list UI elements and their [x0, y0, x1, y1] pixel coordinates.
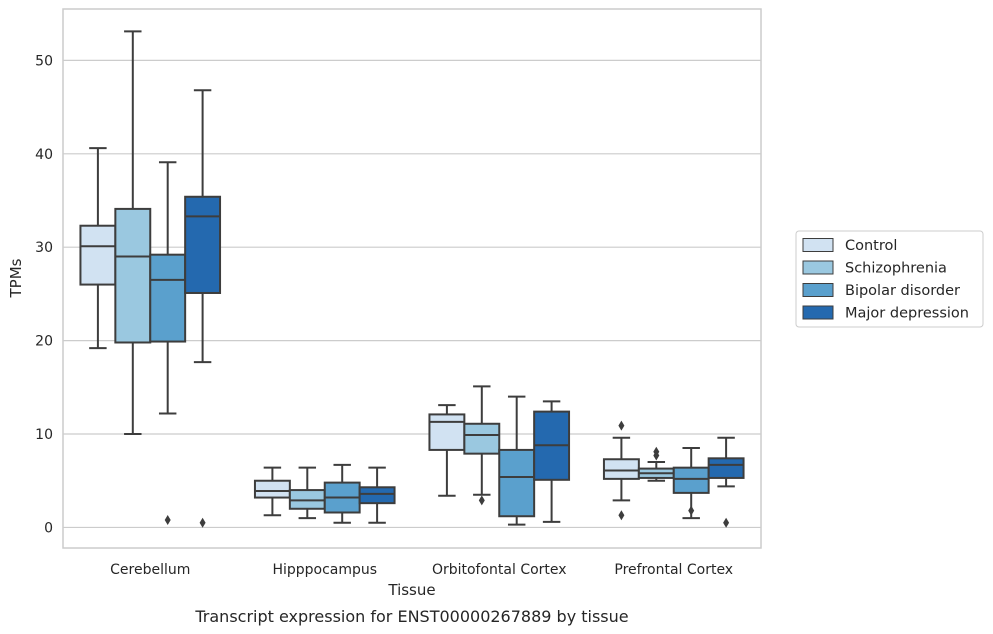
y-tick-label: 0 — [44, 520, 53, 536]
box-iqr — [79, 224, 117, 286]
box-major-depression — [358, 466, 396, 524]
chart-caption: Transcript expression for ENST0000026788… — [194, 607, 628, 626]
legend-swatch — [802, 238, 834, 252]
box-iqr — [707, 457, 745, 479]
plot-frame — [62, 8, 762, 549]
box-major-depression — [533, 400, 571, 523]
box-iqr — [358, 486, 396, 505]
box-schizophrenia — [114, 30, 152, 436]
box-iqr — [498, 448, 536, 518]
legend-label: Schizophrenia — [845, 261, 947, 277]
outlier-point — [618, 510, 625, 521]
box-control — [602, 420, 640, 521]
x-tick-labels: Cerebellum Hipppocampus Orbitofontal Corte… — [110, 562, 733, 578]
box-major-depression — [184, 89, 222, 528]
box-bipolar-disorder — [672, 447, 710, 520]
x-tick-label: Hipppocampus — [272, 562, 377, 578]
legend-label: Major depression — [845, 306, 969, 322]
x-axis-label: Tissue — [387, 581, 435, 599]
y-tick-labels: 0 10 20 30 40 50 — [35, 53, 53, 536]
legend: Control Schizophrenia Bipolar disorder Majo… — [795, 230, 984, 328]
box-schizophrenia — [637, 446, 675, 482]
boxes — [79, 30, 745, 528]
y-tick-label: 20 — [35, 334, 53, 350]
box-iqr — [149, 253, 187, 343]
outlier-point — [478, 495, 485, 506]
box-iqr — [428, 413, 466, 451]
y-tick-label: 50 — [35, 53, 53, 69]
box-iqr — [253, 479, 291, 499]
box-iqr — [672, 466, 710, 494]
box-bipolar-disorder — [323, 463, 361, 524]
outlier-point — [688, 505, 695, 516]
box-major-depression — [707, 436, 745, 528]
box-schizophrenia — [288, 466, 326, 520]
y-tick-label: 30 — [35, 240, 53, 256]
legend-frame — [795, 230, 984, 328]
legend-swatch — [802, 283, 834, 297]
outlier-point — [653, 446, 660, 457]
box-iqr — [602, 458, 640, 480]
legend-swatch — [802, 260, 834, 275]
box-bipolar-disorder — [149, 161, 187, 525]
box-bipolar-disorder — [498, 395, 536, 526]
box-iqr — [463, 422, 501, 455]
outlier-point — [723, 517, 730, 528]
y-tick-label: 40 — [35, 147, 53, 163]
legend-items: Control Schizophrenia Bipolar disorder Majo… — [802, 238, 969, 322]
x-tick-label: Prefrontal Cortex — [614, 562, 733, 578]
outlier-point — [199, 517, 206, 528]
x-tick-label: Orbitofontal Cortex — [432, 562, 567, 578]
y-axis-label: TPMs — [7, 258, 25, 298]
box-iqr — [184, 195, 222, 294]
outlier-point — [164, 514, 171, 525]
x-tick-label: Cerebellum — [110, 562, 190, 578]
legend-swatch — [802, 305, 834, 320]
outlier-point — [618, 420, 625, 431]
legend-label: Control — [845, 238, 897, 254]
box-schizophrenia — [463, 385, 501, 506]
box-iqr — [114, 207, 152, 344]
box-control — [428, 404, 466, 497]
y-tick-label: 10 — [35, 427, 53, 443]
legend-label: Bipolar disorder — [845, 283, 960, 299]
